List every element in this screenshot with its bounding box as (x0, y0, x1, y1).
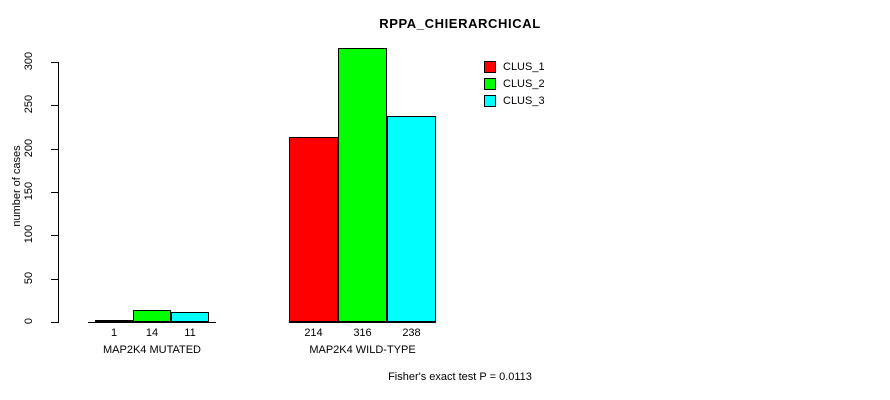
y-axis-tick (51, 235, 58, 237)
bar (95, 320, 133, 322)
y-axis-tick-label: 100 (23, 225, 35, 244)
legend-item: CLUS_1 (484, 58, 545, 75)
x-axis-line (88, 322, 216, 323)
legend-item-label: CLUS_1 (503, 60, 545, 73)
page-title: RPPA_CHIERARCHICAL (379, 16, 541, 31)
legend-color-swatch (484, 94, 496, 107)
y-axis-tick-label: 250 (23, 95, 35, 114)
y-axis-tick-label: 0 (23, 317, 35, 325)
bar (338, 48, 387, 322)
legend-item: CLUS_2 (484, 75, 545, 92)
y-axis-tick (51, 278, 58, 280)
y-axis-line (58, 62, 59, 323)
bar (171, 312, 209, 322)
y-axis-tick-label: 200 (23, 138, 35, 157)
bar-value-label: 11 (184, 327, 196, 339)
legend-item: CLUS_3 (484, 92, 545, 109)
y-axis-tick-label: 150 (23, 181, 35, 201)
legend-item-label: CLUS_3 (503, 94, 545, 107)
y-axis-tick (51, 192, 58, 193)
y-axis-tick-label: 50 (23, 271, 35, 284)
legend-color-swatch (484, 60, 496, 73)
y-axis-label: number of cases (11, 145, 23, 227)
legend: CLUS_1 CLUS_2 CLUS_3 (484, 58, 545, 109)
y-axis-tick-label: 300 (23, 51, 35, 71)
bar-value-label: 14 (145, 327, 159, 339)
bar-value-label: 238 (402, 327, 421, 339)
y-axis-tick (51, 148, 58, 150)
x-axis-line (289, 322, 436, 323)
bar-value-label: 316 (353, 327, 372, 339)
legend-item-label: CLUS_2 (503, 77, 545, 90)
statistic-annotation: Fisher's exact test P = 0.0113 (388, 371, 532, 383)
group-label: MAP2K4 MUTATED (103, 344, 201, 356)
legend-color-swatch (484, 77, 496, 90)
bar-value-label: 214 (304, 327, 323, 339)
group-label: MAP2K4 WILD-TYPE (309, 344, 416, 356)
bar (289, 136, 338, 322)
y-axis-tick (51, 62, 58, 63)
bar (133, 309, 171, 322)
y-axis-tick (51, 105, 58, 107)
bar (387, 115, 436, 322)
y-axis-tick (51, 322, 58, 323)
bar-value-label: 1 (110, 327, 118, 339)
